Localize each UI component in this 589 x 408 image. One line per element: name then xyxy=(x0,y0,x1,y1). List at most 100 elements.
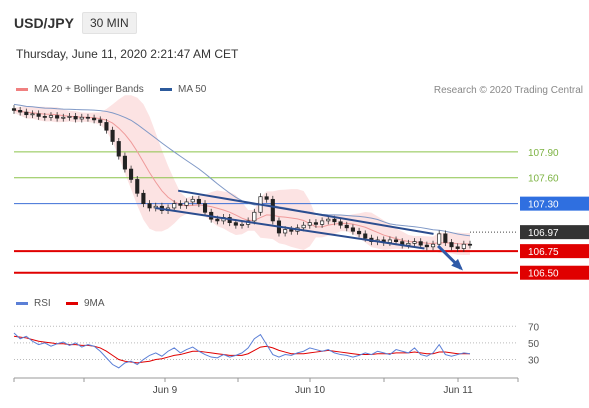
candle xyxy=(307,222,312,226)
channel-upper-line xyxy=(177,189,434,235)
support-label: 106.75 xyxy=(528,247,559,258)
candle xyxy=(252,211,257,222)
candle xyxy=(202,203,208,213)
candle xyxy=(122,155,127,170)
candle xyxy=(110,129,115,142)
legend-9ma: 9MA xyxy=(66,298,105,309)
candle xyxy=(11,108,17,111)
candle xyxy=(55,115,60,119)
resistance-tag xyxy=(520,196,589,211)
candle xyxy=(85,116,90,119)
candle xyxy=(289,229,294,232)
candle xyxy=(270,198,275,222)
candle xyxy=(455,246,460,249)
candle xyxy=(467,243,473,246)
candle xyxy=(196,198,201,204)
candle xyxy=(313,222,318,225)
candle xyxy=(344,224,349,229)
rsi-level-label: 30 xyxy=(528,356,540,367)
candle xyxy=(42,116,47,118)
symbol-label: USD/JPY xyxy=(14,15,74,31)
legend-swatch xyxy=(16,302,28,305)
x-axis-tick-label: Jun 11 xyxy=(443,385,473,396)
candle xyxy=(301,224,306,229)
candle xyxy=(67,116,72,118)
rsi-line xyxy=(13,332,471,369)
candle xyxy=(350,227,355,232)
candle xyxy=(443,233,448,243)
rsi-level-label: 50 xyxy=(528,339,540,350)
legend-label: RSI xyxy=(34,298,51,309)
candle xyxy=(116,141,121,157)
candle xyxy=(338,221,343,226)
candle xyxy=(357,230,362,235)
candle xyxy=(184,201,189,206)
candle xyxy=(24,111,29,116)
legend-swatch xyxy=(66,302,78,305)
candle xyxy=(264,196,269,200)
candle xyxy=(92,117,97,121)
ma9-line xyxy=(13,335,470,364)
support-tag xyxy=(520,244,589,259)
candle xyxy=(178,203,183,206)
candle xyxy=(79,116,84,120)
candle xyxy=(326,218,331,222)
legend-rsi: RSI xyxy=(16,298,51,309)
candle xyxy=(430,243,436,248)
candle xyxy=(394,239,399,242)
resistance-label: 107.60 xyxy=(528,174,559,185)
candle xyxy=(36,113,41,117)
resistance-label: 107.90 xyxy=(528,148,559,159)
candle xyxy=(61,116,66,119)
legend-ma20-bollinger: MA 20 + Bollinger Bands xyxy=(16,84,144,95)
candle xyxy=(363,233,368,239)
timeframe-button[interactable]: 30 MIN xyxy=(82,12,137,34)
candle xyxy=(406,243,411,246)
legend-label: MA 20 + Bollinger Bands xyxy=(34,84,144,95)
candle xyxy=(190,198,195,203)
current-price-label: 106.97 xyxy=(528,228,559,239)
candle xyxy=(98,119,103,123)
candle xyxy=(141,192,146,204)
datetime-label: Thursday, June 11, 2020 2:21:47 AM CET xyxy=(16,47,239,61)
candle xyxy=(233,222,238,226)
candle xyxy=(332,218,337,223)
candle xyxy=(418,241,423,246)
candle xyxy=(48,115,54,118)
support-tag xyxy=(520,265,589,280)
rsi-level-label: 70 xyxy=(528,322,540,333)
candle xyxy=(320,220,325,225)
chart-header: USD/JPY 30 MIN xyxy=(0,0,589,40)
candle xyxy=(283,229,288,234)
candle xyxy=(30,113,35,116)
candle xyxy=(73,116,78,120)
candle xyxy=(172,203,177,209)
channel-lower-line xyxy=(155,206,425,250)
research-credit: Research © 2020 Trading Central xyxy=(433,85,583,96)
bollinger-band xyxy=(14,95,470,256)
support-label: 106.50 xyxy=(528,269,559,280)
current-price-tag xyxy=(520,225,589,240)
candle xyxy=(147,203,152,209)
candle xyxy=(461,243,466,249)
legend-label: MA 50 xyxy=(178,84,207,95)
candle xyxy=(215,218,220,222)
x-axis-tick-label: Jun 10 xyxy=(295,385,325,396)
candle xyxy=(129,168,134,180)
ma20-line xyxy=(13,109,470,245)
candle xyxy=(412,241,417,244)
resistance-label: 107.30 xyxy=(528,200,559,211)
legend-swatch xyxy=(16,88,28,91)
candle xyxy=(104,122,109,131)
candle xyxy=(135,179,140,194)
x-axis-tick-label: Jun 9 xyxy=(153,385,178,396)
target-arrow-head xyxy=(451,258,464,271)
candle xyxy=(18,110,23,113)
candle xyxy=(387,239,392,243)
legend-label: 9MA xyxy=(84,298,105,309)
candle xyxy=(437,233,442,245)
candle xyxy=(239,224,245,226)
candle xyxy=(449,242,454,248)
candle xyxy=(424,244,429,248)
